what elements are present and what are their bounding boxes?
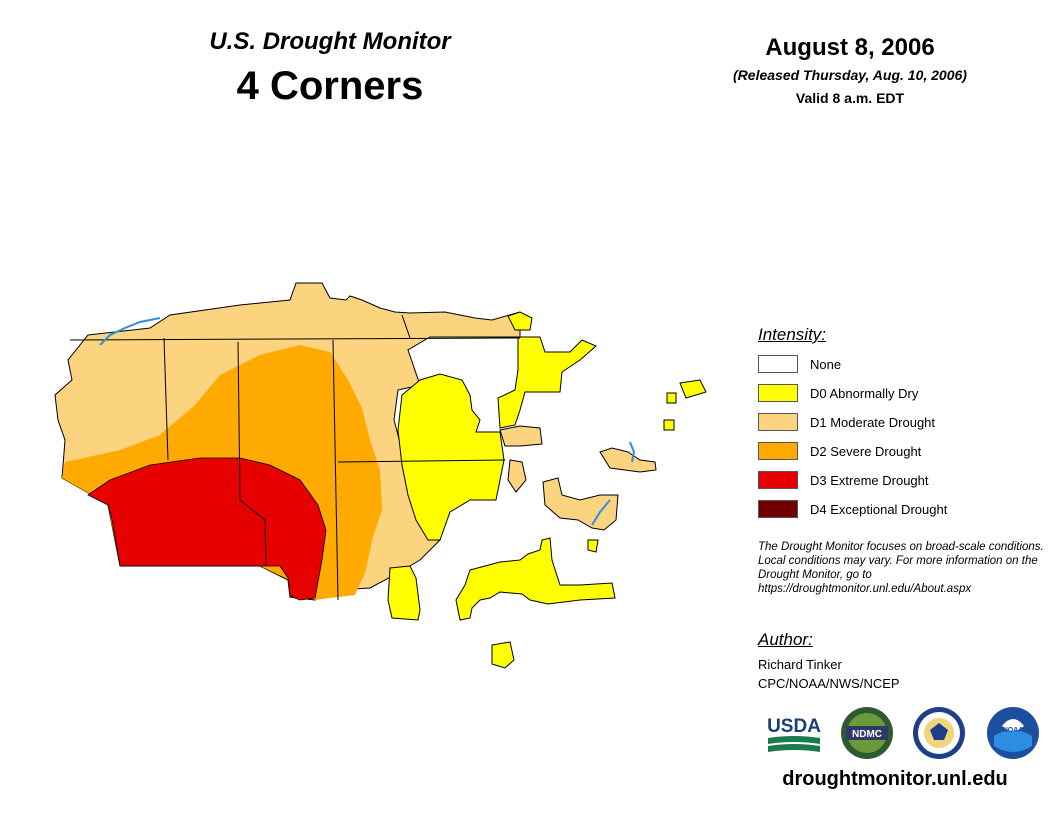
legend-swatch — [758, 500, 798, 518]
legend-heading: Intensity: — [758, 325, 827, 344]
d0-abnormally-dry-region — [387, 311, 707, 669]
ndmc-logo-icon[interactable]: NDMC — [840, 706, 894, 760]
usda-logo-icon[interactable]: USDA — [766, 706, 822, 760]
noaa-logo-icon[interactable]: NOAA — [986, 706, 1040, 760]
legend-swatch — [758, 471, 798, 489]
state-boundaries — [69, 314, 521, 601]
legend-swatch — [758, 355, 798, 373]
water-features — [99, 317, 636, 526]
valid-time: Valid 8 a.m. EDT — [795, 90, 905, 106]
legend-swatch — [758, 413, 798, 431]
legend-label: D2 Severe Drought — [810, 444, 922, 459]
legend-label: D0 Abnormally Dry — [810, 386, 919, 401]
ndmc-logo-text: NDMC — [852, 729, 882, 740]
map-region-title: 4 Corners — [236, 64, 424, 108]
author-name: Richard Tinker — [758, 657, 842, 672]
usda-logo-text: USDA — [767, 716, 821, 737]
map-date: August 8, 2006 — [765, 34, 935, 61]
author-org: CPC/NOAA/NWS/NCEP — [758, 676, 900, 691]
legend-note: The Drought Monitor focuses on broad-sca… — [758, 541, 1044, 595]
legend-label: D3 Extreme Drought — [810, 473, 929, 488]
map-title: U.S. Drought Monitor — [209, 28, 451, 55]
footer-url-link[interactable]: droughtmonitor.unl.edu — [782, 768, 1008, 790]
noaa-logo-text: NOAA — [1003, 727, 1024, 734]
d3-extreme-region — [87, 457, 327, 601]
release-date: (Released Thursday, Aug. 10, 2006) — [733, 67, 967, 83]
commerce-seal-icon[interactable] — [912, 706, 966, 760]
legend-swatch — [758, 442, 798, 460]
legend-swatch — [758, 384, 798, 402]
legend-label: D4 Exceptional Drought — [810, 502, 948, 517]
legend-label: D1 Moderate Drought — [810, 415, 936, 430]
legend-label: None — [810, 357, 842, 372]
author-heading: Author: — [758, 630, 813, 649]
